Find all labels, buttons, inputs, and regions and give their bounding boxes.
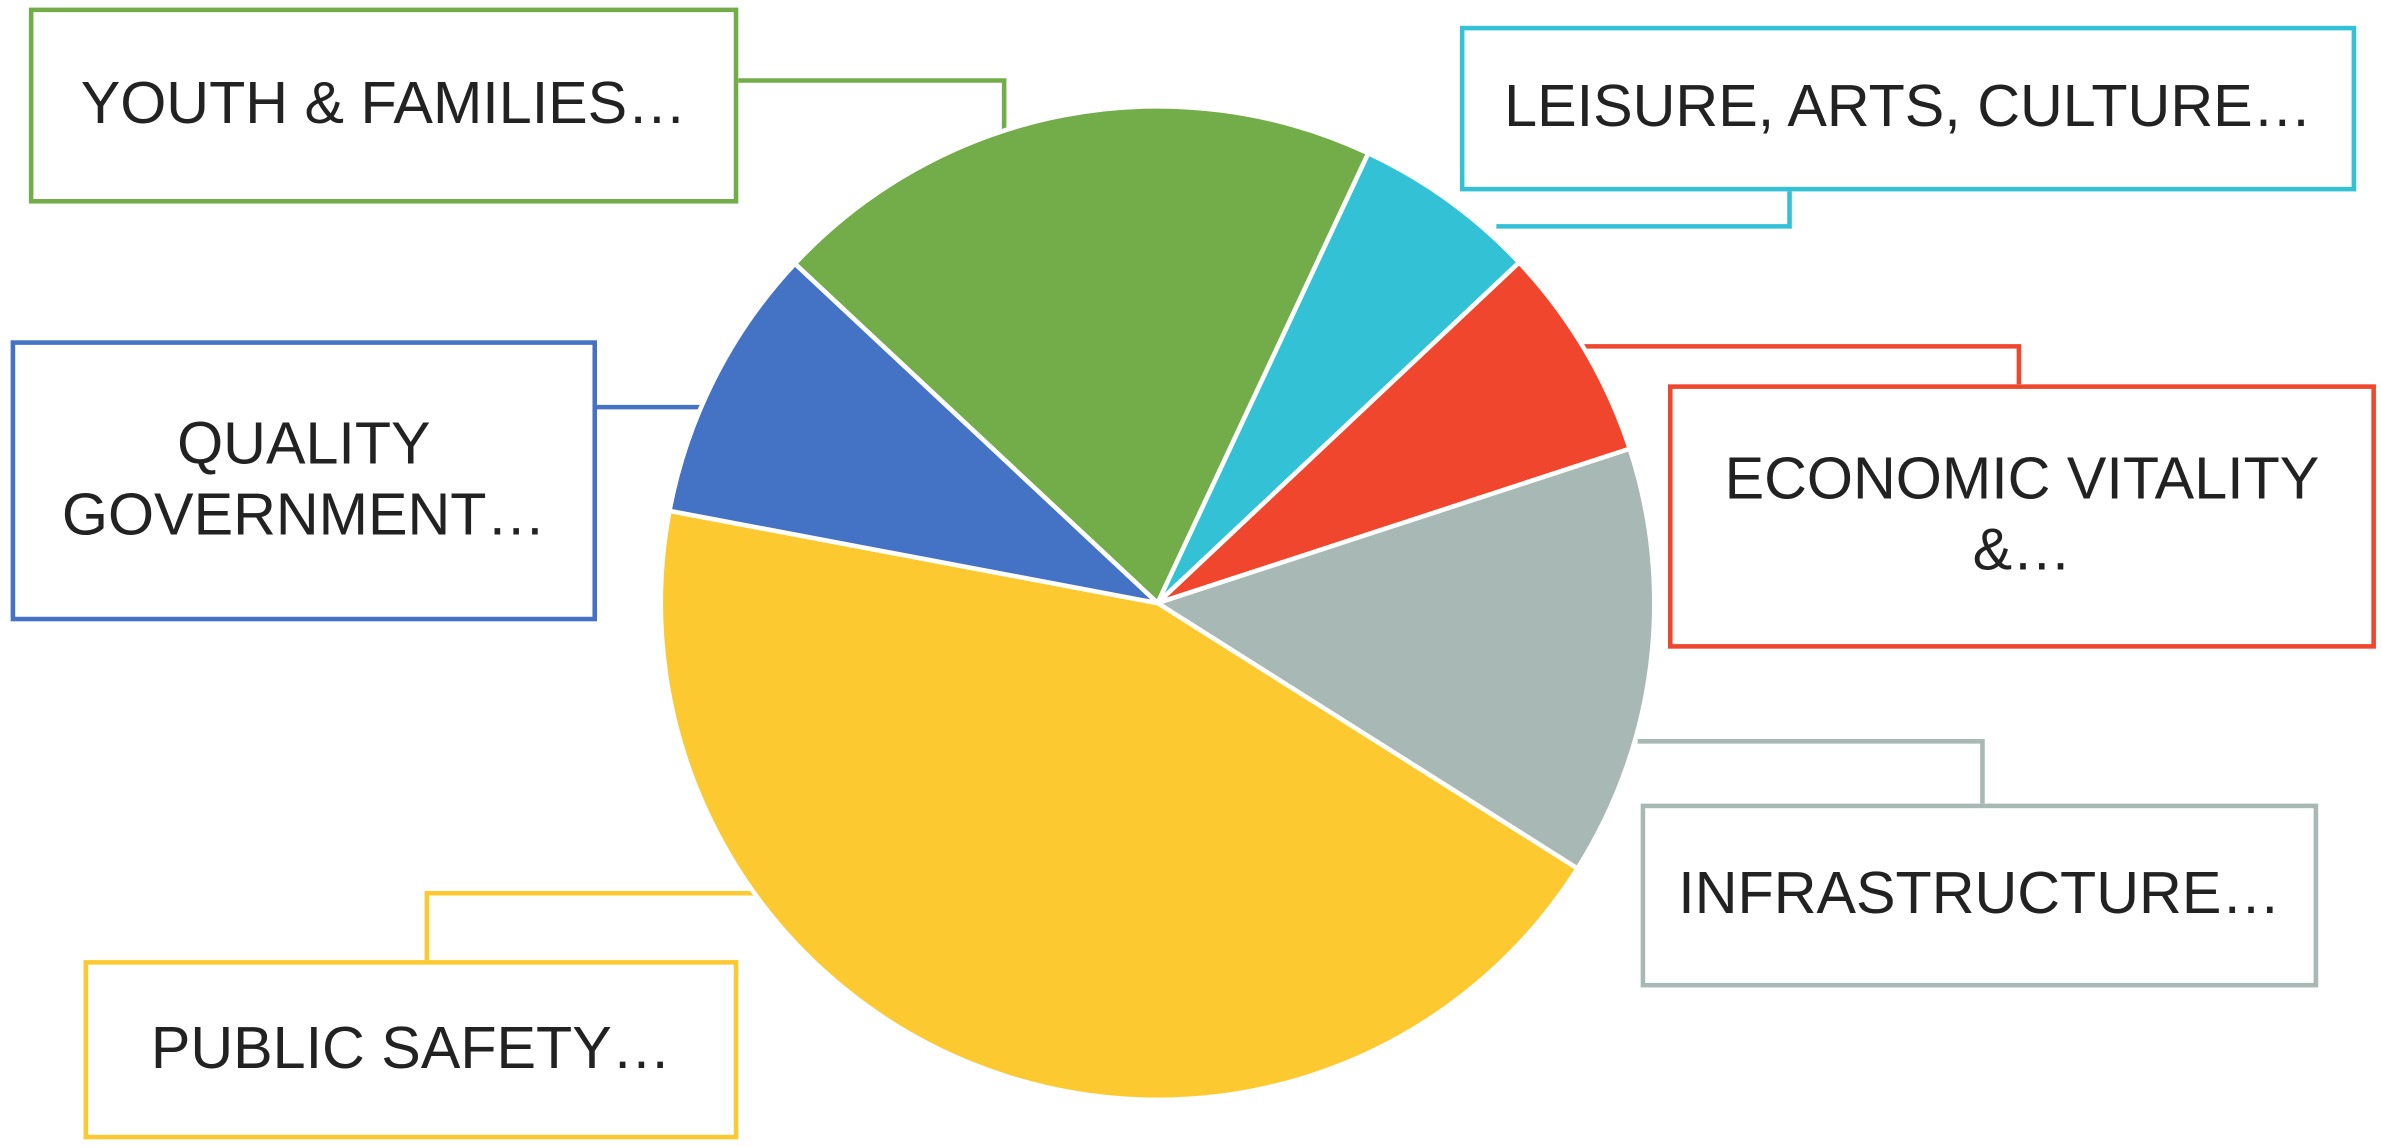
category-label: YOUTH & FAMILIES… xyxy=(28,7,739,204)
pie-slice xyxy=(667,261,1160,606)
category-label: LEISURE, ARTS, CULTURE… xyxy=(1459,25,2357,192)
category-label: INFRASTRUCTURE… xyxy=(1640,803,2319,988)
leader-line xyxy=(1637,739,1985,804)
category-label: PUBLIC SAFETY… xyxy=(83,960,739,1140)
pie-slice xyxy=(1155,260,1633,606)
pie-slice xyxy=(792,104,1371,606)
category-label: QUALITY GOVERNMENT… xyxy=(10,340,598,622)
pie-slice xyxy=(658,508,1580,1103)
leader-line xyxy=(1579,344,2022,385)
pie-slice xyxy=(1155,150,1522,606)
leader-line xyxy=(738,78,1007,130)
leader-line xyxy=(424,890,756,961)
category-label: ECONOMIC VITALITY &… xyxy=(1668,384,2376,649)
pie-slice xyxy=(1155,446,1657,871)
leader-line xyxy=(1496,191,1792,229)
